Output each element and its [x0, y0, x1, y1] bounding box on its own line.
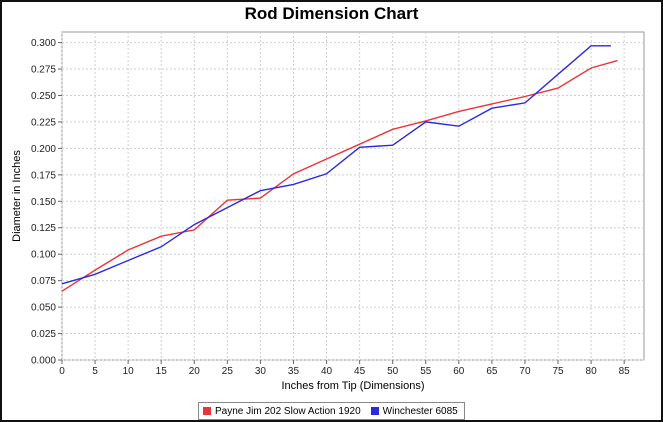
grid-lines: [61, 32, 644, 361]
y-axis-label: Diameter in Inches: [11, 150, 23, 242]
x-tick-label: 10: [123, 366, 135, 377]
x-tick-label: 85: [619, 366, 631, 377]
y-tick-label: 0.300: [31, 38, 56, 49]
x-axis-label: Inches from Tip (Dimensions): [281, 380, 424, 392]
legend-item: Winchester 6085: [370, 405, 458, 417]
legend-label: Payne Jim 202 Slow Action 1920: [215, 405, 361, 417]
x-tick-label: 25: [222, 366, 234, 377]
y-tick-label: 0.000: [31, 356, 56, 367]
y-tick-label: 0.150: [31, 197, 56, 208]
plot-area: [61, 31, 645, 361]
y-tick-label: 0.250: [31, 91, 56, 102]
x-tick-label: 75: [552, 366, 564, 377]
x-tick-label: 65: [486, 366, 498, 377]
x-tick-label: 45: [354, 366, 366, 377]
y-tick-label: 0.225: [31, 117, 56, 128]
legend-swatch: [370, 407, 379, 415]
y-tick-label: 0.025: [31, 329, 56, 340]
x-tick-label: 70: [519, 366, 531, 377]
y-tick-label: 0.125: [31, 223, 56, 234]
legend-label: Winchester 6085: [382, 405, 458, 417]
y-tick-label: 0.200: [31, 144, 56, 155]
x-tick-label: 30: [255, 366, 267, 377]
legend-swatch: [203, 407, 211, 415]
y-tick-label: 0.275: [31, 65, 56, 76]
series-line-1: [61, 59, 618, 292]
axes: 0 5 10 15 20 25 30 35 40 45 50 55 60 65 70 75 80 85 0.000 0…: [31, 38, 630, 377]
y-tick-label: 0.050: [31, 303, 56, 314]
y-tick-label: 0.100: [31, 250, 56, 261]
x-tick-label: 40: [321, 366, 333, 377]
y-tick-label: 0.175: [31, 170, 56, 181]
chart-title: Rod Dimension Chart: [244, 4, 419, 23]
y-tick-label: 0.075: [31, 276, 56, 287]
x-tick-label: 35: [288, 366, 300, 377]
x-tick-label: 60: [453, 366, 465, 377]
x-tick-label: 0: [59, 366, 65, 377]
x-tick-label: 50: [387, 366, 399, 377]
x-tick-label: 80: [586, 366, 598, 377]
legend: Payne Jim 202 Slow Action 1920 Winchester…: [198, 402, 465, 420]
x-tick-label: 20: [189, 366, 201, 377]
series-line-2: [61, 45, 611, 285]
x-tick-label: 15: [156, 366, 168, 377]
legend-item: Payne Jim 202 Slow Action 1920: [203, 406, 361, 417]
series-layer: [61, 45, 618, 292]
x-tick-label: 5: [92, 366, 98, 377]
x-tick-label: 55: [420, 366, 432, 377]
